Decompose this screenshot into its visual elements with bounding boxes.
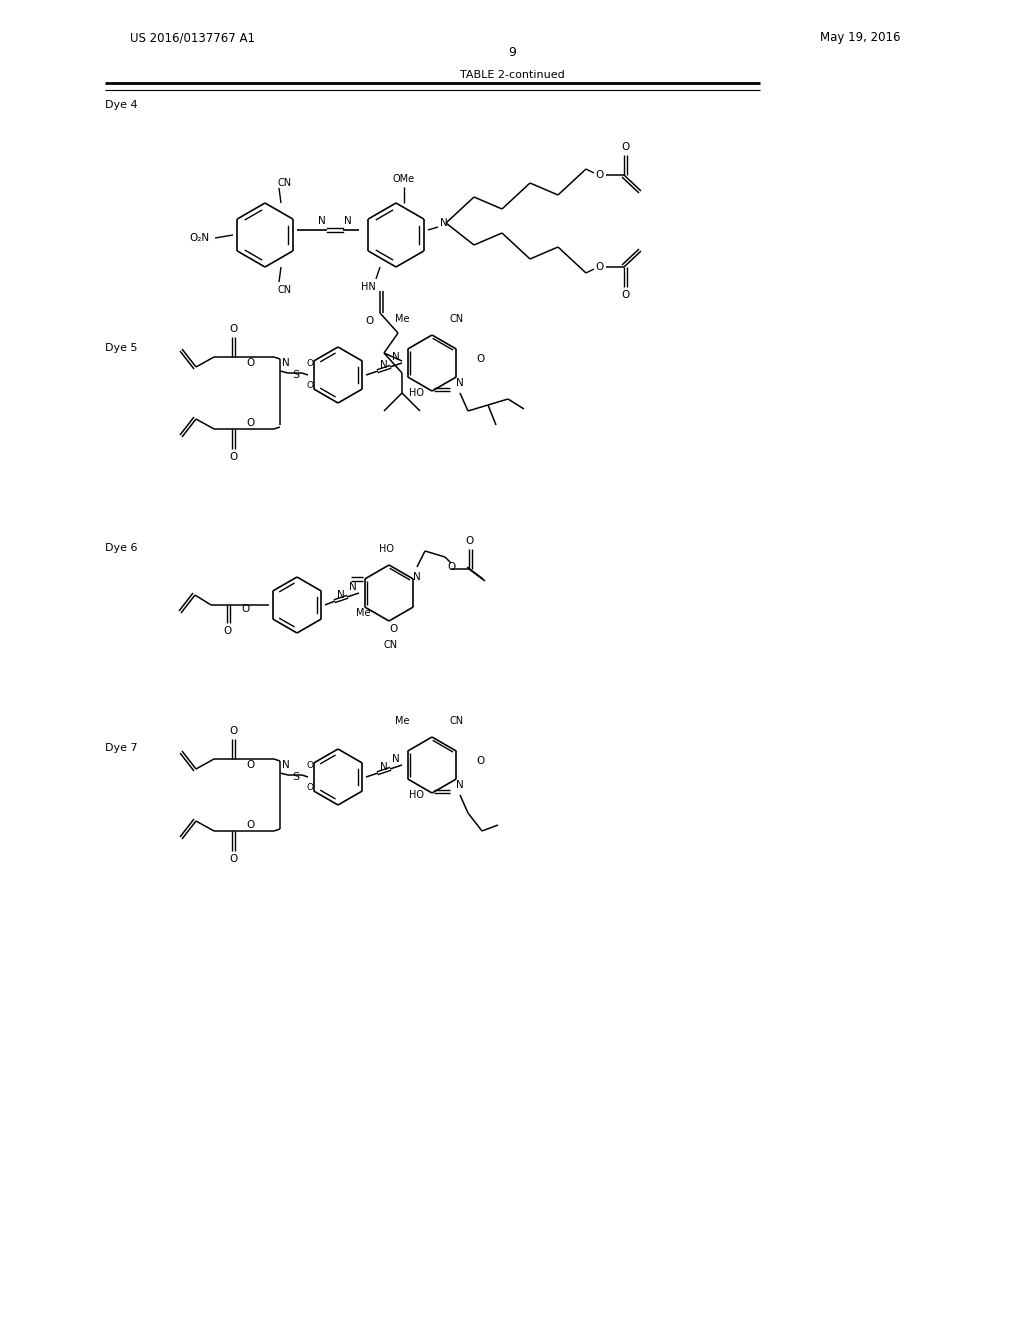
Text: US 2016/0137767 A1: US 2016/0137767 A1: [130, 32, 255, 45]
Text: O: O: [246, 418, 254, 428]
Text: TABLE 2-continued: TABLE 2-continued: [460, 70, 564, 81]
Text: HO: HO: [409, 388, 424, 399]
Text: O: O: [306, 783, 313, 792]
Text: N: N: [337, 590, 345, 601]
Text: Dye 7: Dye 7: [105, 743, 137, 752]
Text: O: O: [621, 143, 629, 152]
Text: May 19, 2016: May 19, 2016: [819, 32, 900, 45]
Text: N: N: [283, 358, 290, 368]
Text: O: O: [306, 760, 313, 770]
Text: N: N: [344, 216, 352, 226]
Text: Me: Me: [355, 609, 371, 618]
Text: HN: HN: [360, 282, 376, 292]
Text: N: N: [392, 754, 400, 764]
Text: O: O: [596, 261, 604, 272]
Text: O: O: [224, 626, 232, 636]
Text: O: O: [621, 290, 629, 300]
Text: S: S: [293, 772, 300, 781]
Text: Me: Me: [394, 715, 410, 726]
Text: O: O: [246, 760, 254, 770]
Text: N: N: [283, 760, 290, 770]
Text: Dye 5: Dye 5: [105, 343, 137, 352]
Text: O: O: [229, 854, 238, 865]
Text: N: N: [380, 762, 388, 772]
Text: O: O: [306, 380, 313, 389]
Text: Me: Me: [394, 314, 410, 323]
Text: Dye 4: Dye 4: [105, 100, 137, 110]
Text: CN: CN: [278, 285, 291, 294]
Text: O: O: [229, 451, 238, 462]
Text: O: O: [596, 170, 604, 180]
Text: CN: CN: [278, 178, 291, 187]
Text: N: N: [456, 378, 464, 388]
Text: CN: CN: [450, 715, 464, 726]
Text: O: O: [229, 323, 238, 334]
Text: N: N: [413, 572, 421, 582]
Text: O: O: [229, 726, 238, 737]
Text: N: N: [392, 352, 400, 362]
Text: N: N: [440, 218, 447, 228]
Text: Dye 6: Dye 6: [105, 543, 137, 553]
Text: O: O: [246, 820, 254, 830]
Text: HO: HO: [380, 544, 394, 554]
Text: N: N: [349, 582, 357, 591]
Text: OMe: OMe: [393, 174, 415, 183]
Text: O: O: [246, 358, 254, 368]
Text: CN: CN: [450, 314, 464, 323]
Text: 9: 9: [508, 45, 516, 58]
Text: O: O: [446, 562, 455, 572]
Text: HO: HO: [409, 789, 424, 800]
Text: O: O: [241, 605, 249, 614]
Text: O₂N: O₂N: [189, 234, 210, 243]
Text: N: N: [318, 216, 326, 226]
Text: N: N: [380, 360, 388, 370]
Text: N: N: [456, 780, 464, 789]
Text: O: O: [466, 536, 474, 546]
Text: O: O: [476, 756, 484, 766]
Text: O: O: [306, 359, 313, 367]
Text: CN: CN: [384, 640, 398, 649]
Text: S: S: [293, 370, 300, 380]
Text: O: O: [476, 354, 484, 364]
Text: O: O: [389, 624, 397, 634]
Text: O: O: [366, 315, 374, 326]
